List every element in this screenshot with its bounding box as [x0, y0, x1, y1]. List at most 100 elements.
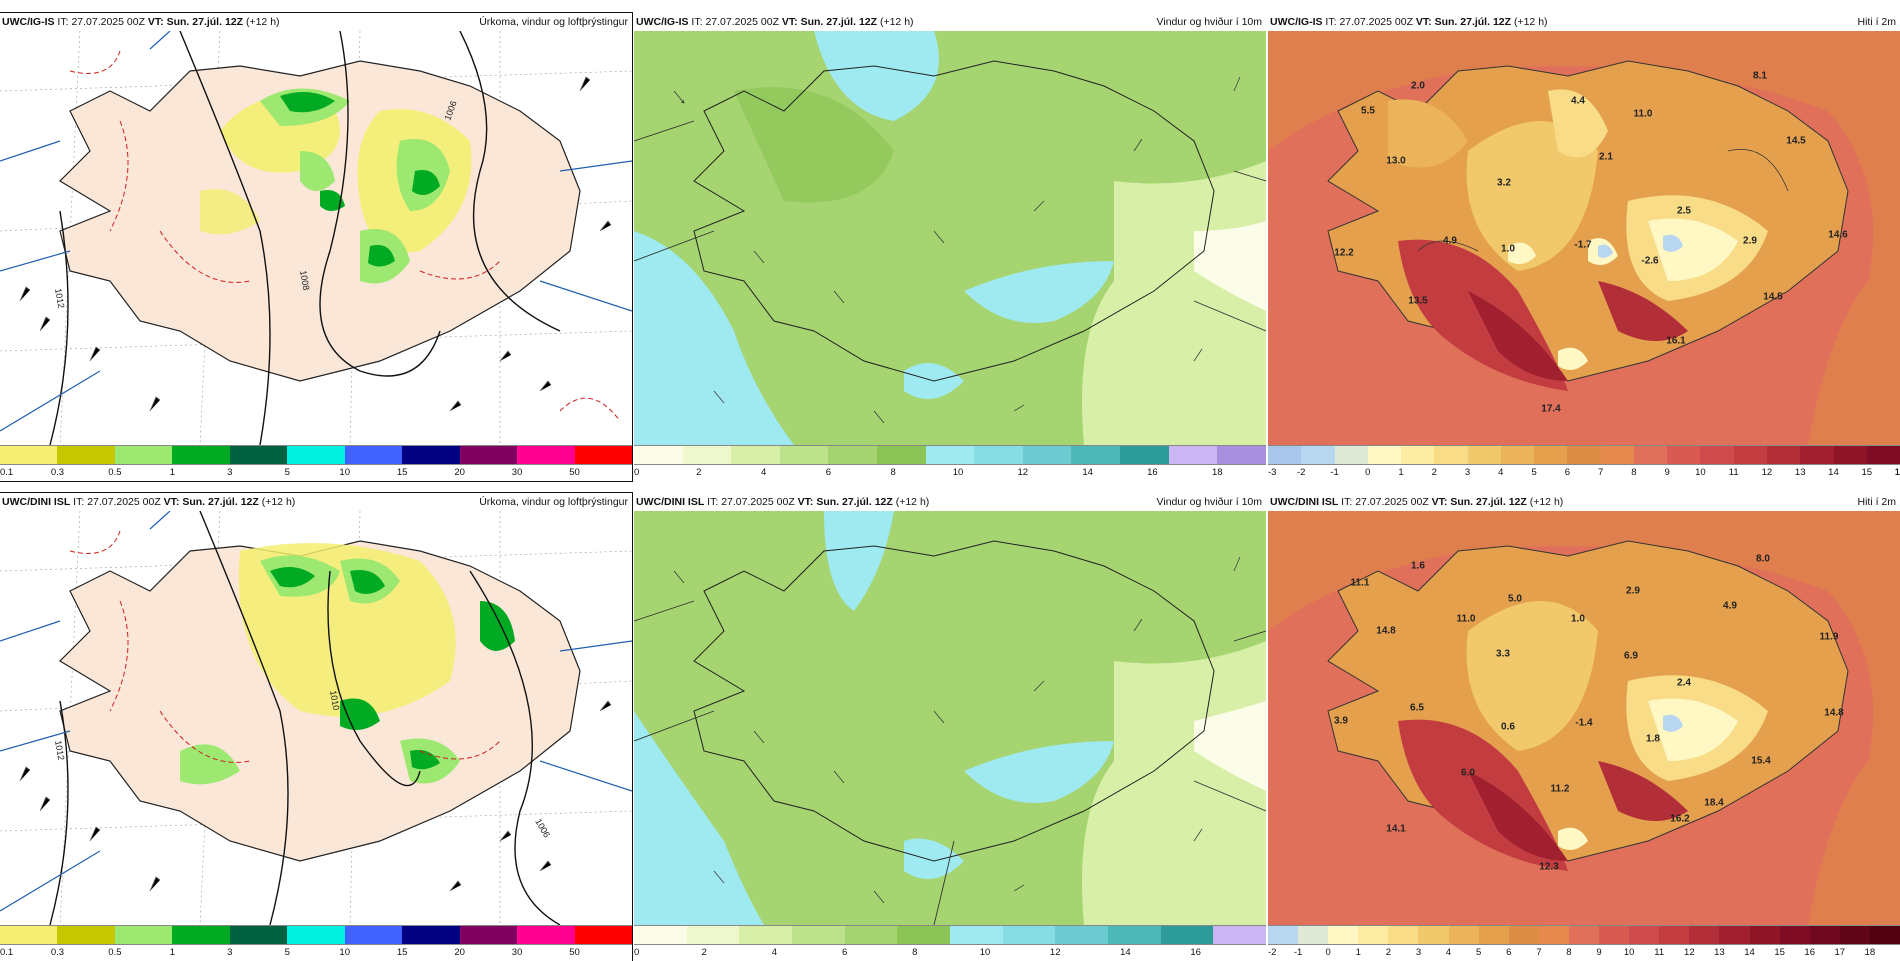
colorbar-tick: 14	[1828, 467, 1839, 478]
temp-label: 4.9	[1443, 235, 1457, 247]
isobar-label: 1008	[298, 270, 311, 291]
colorbar-swatch	[459, 926, 518, 944]
colorbar-tick: 30	[511, 467, 523, 478]
precip-map[interactable]: 1012 1008 1006	[0, 31, 632, 445]
temp-label: 18.4	[1704, 797, 1724, 809]
colorbar-swatch	[287, 446, 345, 464]
temp-label: 3.9	[1334, 715, 1348, 727]
temp-label: 11.9	[1819, 631, 1839, 643]
colorbar-swatch	[1800, 446, 1834, 464]
temp-label: 2.9	[1626, 585, 1640, 597]
colorbar-tick: 4	[1498, 467, 1504, 478]
colorbar-tick: 20	[454, 947, 465, 958]
colorbar-swatch	[1508, 926, 1539, 944]
colorbar-swatch	[792, 926, 845, 944]
colorbar-tick: 14	[1120, 947, 1131, 958]
colorbar-swatch	[1268, 446, 1302, 464]
colorbar-tick: 1	[169, 947, 176, 958]
colorbar-swatch	[1749, 926, 1780, 944]
temp-label: 6.0	[1461, 767, 1475, 779]
temp-label: 11.0	[1456, 613, 1476, 625]
colorbar-tick: 0	[634, 947, 640, 958]
colorbar-swatch	[1367, 446, 1402, 464]
colorbar-swatch	[344, 446, 403, 464]
colorbar-swatches	[0, 445, 632, 465]
temp-map[interactable]: 1.6 8.0 11.1 5.0 2.9 4.9 11.0 1.0 14.8 1…	[1268, 511, 1900, 925]
colorbar-swatch	[739, 926, 793, 944]
colorbar-tick: 11	[1654, 947, 1665, 958]
colorbar-tick: 1	[1398, 467, 1404, 478]
colorbar-swatch	[402, 446, 460, 464]
temp-label: 6.5	[1410, 702, 1424, 714]
colorbar-swatch	[974, 446, 1023, 464]
colorbar-swatch	[1629, 926, 1660, 944]
colorbar-tick: 5	[1531, 467, 1537, 478]
temp-label: 0.6	[1501, 721, 1515, 733]
colorbar-swatch	[1268, 926, 1299, 944]
temp-label: 4.4	[1571, 95, 1585, 107]
colorbar-tick: -3	[1268, 467, 1277, 478]
colorbar-tick: 0.5	[108, 947, 122, 958]
temp-label: 8.0	[1756, 553, 1770, 565]
colorbar-swatch	[1002, 926, 1056, 944]
colorbar-swatch	[574, 926, 632, 944]
colorbar-swatch	[114, 926, 173, 944]
colorbar-tick: -1	[1330, 467, 1339, 478]
colorbar-tick: -2	[1268, 947, 1277, 958]
colorbar-tick: 18	[1864, 947, 1876, 958]
colorbar-tick: 14	[1082, 467, 1093, 478]
colorbar-swatch	[1633, 446, 1668, 464]
param-title: Vindur og hviður í 10m	[1156, 16, 1262, 28]
temp-label: 2.9	[1743, 235, 1757, 247]
precip-map[interactable]: 1012 1010 1006	[0, 511, 632, 925]
colorbar-tick: 16	[1190, 947, 1201, 958]
colorbar-tick: 20	[454, 467, 465, 478]
temp-label: 11.1	[1350, 577, 1370, 589]
temp-colorbar: -2 -1 0 1 2 3 4 5 6 7 8 9 10 11 12 13 14 15 16 17 18	[1268, 925, 1900, 961]
colorbar-tick: 5	[284, 947, 290, 958]
colorbar-tick: 10	[339, 947, 351, 958]
temp-label: 1.6	[1411, 560, 1425, 572]
colorbar-tick: 10	[1695, 467, 1706, 478]
colorbar-tick: 8	[1566, 947, 1572, 958]
colorbar-tick: 12	[1684, 947, 1695, 958]
colorbar-swatch	[1689, 926, 1720, 944]
colorbar-tick: 7	[1597, 467, 1604, 478]
temp-label: 12.3	[1539, 861, 1559, 873]
colorbar-tick: 1	[169, 467, 176, 478]
temp-label: 17.4	[1541, 403, 1561, 415]
temp-map[interactable]: 2.0 5.5 4.4 11.0 8.1 13.0 2.1 14.5 3.2 2…	[1268, 31, 1900, 445]
colorbar-tick: -2	[1297, 467, 1306, 478]
colorbar-tick: 16	[1804, 947, 1815, 958]
temp-label: 16.1	[1666, 335, 1686, 347]
colorbar-swatch	[1022, 446, 1072, 464]
temp-label: 3.3	[1496, 648, 1510, 660]
wind-colorbar: 0 2 4 6 8 10 12 14 16 18	[634, 445, 1266, 481]
colorbar-tick: 3	[227, 467, 233, 478]
temp-label: 1.0	[1501, 243, 1515, 255]
colorbar-swatch	[517, 926, 575, 944]
colorbar-tick: 5	[1476, 947, 1482, 958]
colorbar-tick: 3	[1415, 947, 1422, 958]
colorbar-swatch	[634, 926, 687, 944]
colorbar-swatch	[877, 446, 926, 464]
wind-map[interactable]	[634, 31, 1266, 445]
temp-label: 15.4	[1751, 755, 1771, 767]
temp-label: 14.5	[1786, 135, 1806, 147]
colorbar-swatch	[897, 926, 951, 944]
temp-label: 4.9	[1723, 600, 1737, 612]
colorbar-tick: 3	[227, 947, 233, 958]
colorbar-ticks: 0 2 4 6 8 10 12 14 16	[634, 945, 1266, 961]
colorbar-swatch	[731, 446, 780, 464]
temp-label: 2.1	[1599, 151, 1613, 163]
colorbar-swatch	[1298, 926, 1329, 944]
wind-map[interactable]	[634, 511, 1266, 925]
colorbar-tick: 6	[841, 947, 848, 958]
colorbar-swatch	[0, 446, 58, 464]
temp-label: -2.6	[1641, 255, 1659, 267]
colorbar-swatch	[1500, 446, 1535, 464]
colorbar-tick: 3	[1464, 467, 1471, 478]
colorbar-swatch	[1478, 926, 1509, 944]
colorbar-swatch	[1334, 446, 1368, 464]
param-title: Vindur og hviður í 10m	[1156, 496, 1262, 508]
